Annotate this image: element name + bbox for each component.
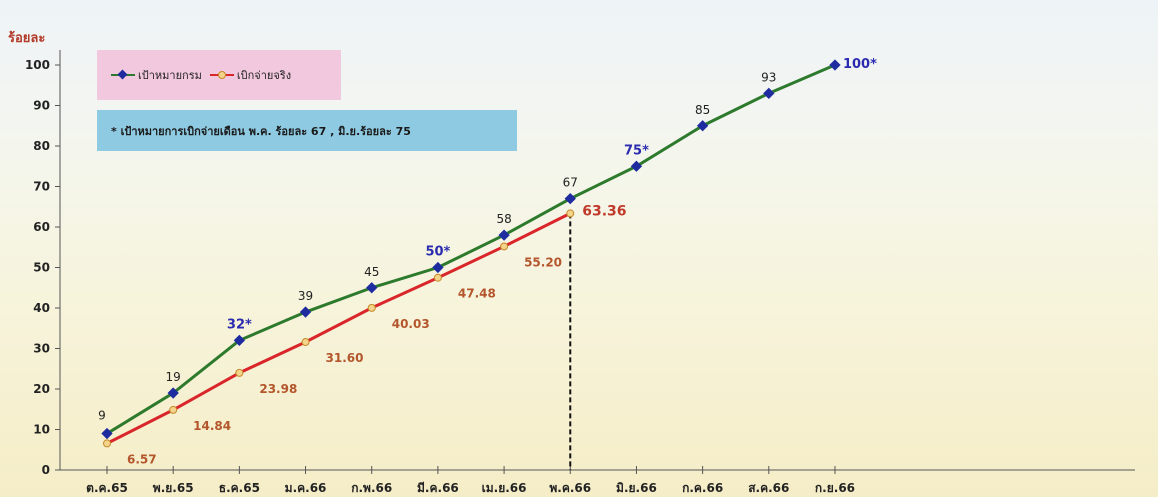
- target-point: [829, 59, 841, 71]
- actual-point: [367, 303, 376, 312]
- target-data-label: 50*: [425, 245, 450, 260]
- target-note: * เป้าหมายการเบิกจ่ายเดือน พ.ค. ร้อยละ 6…: [97, 110, 517, 151]
- y-tick-label: 50: [33, 261, 50, 275]
- x-tick-label: ส.ค.66: [748, 481, 789, 495]
- target-point: [233, 334, 246, 347]
- target-point: [366, 282, 378, 294]
- target-data-label: 19: [166, 370, 181, 384]
- x-tick-label: ก.พ.66: [351, 481, 392, 495]
- actual-data-label: 47.48: [458, 287, 496, 301]
- series-actual: [103, 209, 575, 448]
- y-tick-label: 30: [33, 342, 50, 356]
- y-tick-label: 10: [33, 423, 50, 437]
- y-tick-label: 100: [25, 58, 50, 72]
- actual-data-label: 6.57: [127, 452, 157, 466]
- axes: ร้อยละ 0 10 20 30 40 50 60 70 80 90 100 ต.ค.65 พ.ย.65…: [8, 30, 1135, 495]
- x-tick-label: พ.ค.66: [549, 481, 591, 495]
- x-tick-label: ก.ย.66: [815, 481, 855, 495]
- x-tick-label: ธ.ค.65: [219, 481, 260, 495]
- actual-point: [500, 242, 509, 251]
- target-data-label: 93: [761, 70, 776, 84]
- target-point: [564, 192, 576, 205]
- legend-swatch-target: [111, 70, 135, 80]
- target-data-label: 85: [695, 103, 710, 117]
- actual-data-label: 40.03: [392, 317, 430, 331]
- y-tick-label: 70: [33, 180, 50, 194]
- target-data-label: 32*: [227, 317, 252, 332]
- actual-data-label: 31.60: [326, 351, 364, 365]
- target-point: [299, 306, 312, 318]
- actual-point: [301, 338, 310, 347]
- actual-data-label: 55.20: [524, 255, 562, 269]
- y-tick-label: 20: [33, 382, 50, 396]
- actual-point: [566, 209, 575, 218]
- actual-data-label: 14.84: [193, 419, 231, 433]
- actual-point: [103, 439, 111, 448]
- series-line-actual: [106, 212, 571, 445]
- y-tick-label: 60: [33, 220, 50, 234]
- legend-label-target: เป้าหมายกรม: [138, 69, 202, 82]
- y-tick-label: 0: [42, 463, 50, 477]
- x-tick-label: ต.ค.65: [86, 481, 128, 495]
- target-data-label: 67: [563, 176, 578, 190]
- series-target: [101, 59, 841, 440]
- target-point: [763, 87, 775, 100]
- actual-point: [169, 405, 178, 414]
- target-point: [498, 229, 510, 241]
- x-tick-label: ก.ค.66: [682, 481, 723, 495]
- series-line-target: [106, 63, 836, 435]
- target-point: [630, 160, 643, 172]
- target-data-label: 45: [364, 265, 379, 279]
- y-tick-label: 40: [33, 301, 50, 315]
- target-data-label: 75*: [624, 143, 649, 158]
- actual-point: [433, 273, 442, 282]
- y-tick-label: 80: [33, 139, 50, 153]
- x-tick-label: ม.ค.66: [285, 481, 327, 495]
- target-note-text: * เป้าหมายการเบิกจ่ายเดือน พ.ค. ร้อยละ 6…: [111, 124, 411, 138]
- data-labels: 9 19 32* 39 45 50* 58 67 75* 85 93 100* 6.57 14.84 23.…: [98, 57, 877, 466]
- legend-swatch-actual: [209, 70, 234, 80]
- legend: เป้าหมายกรม เบิกจ่ายจริง: [97, 50, 341, 100]
- x-tick-label: มี.ค.66: [417, 481, 459, 495]
- actual-data-label: 23.98: [259, 382, 297, 396]
- legend-item-target: เป้าหมายกรม: [111, 66, 202, 84]
- actual-data-label: 63.36: [582, 203, 626, 219]
- target-data-label: 58: [496, 212, 511, 226]
- actual-point: [235, 368, 244, 377]
- target-point: [167, 387, 179, 399]
- target-data-label: 100*: [843, 57, 877, 72]
- legend-label-actual: เบิกจ่ายจริง: [236, 69, 292, 82]
- x-tick-label: เม.ย.66: [482, 481, 527, 495]
- y-tick-label: 90: [33, 99, 50, 113]
- y-axis-title: ร้อยละ: [8, 30, 45, 46]
- target-point: [432, 261, 444, 274]
- legend-item-actual: เบิกจ่ายจริง: [209, 66, 292, 84]
- target-data-label: 39: [298, 289, 313, 303]
- x-tick-label: มิ.ย.66: [616, 481, 657, 495]
- x-tick-label: พ.ย.65: [153, 481, 194, 495]
- target-data-label: 9: [98, 409, 106, 423]
